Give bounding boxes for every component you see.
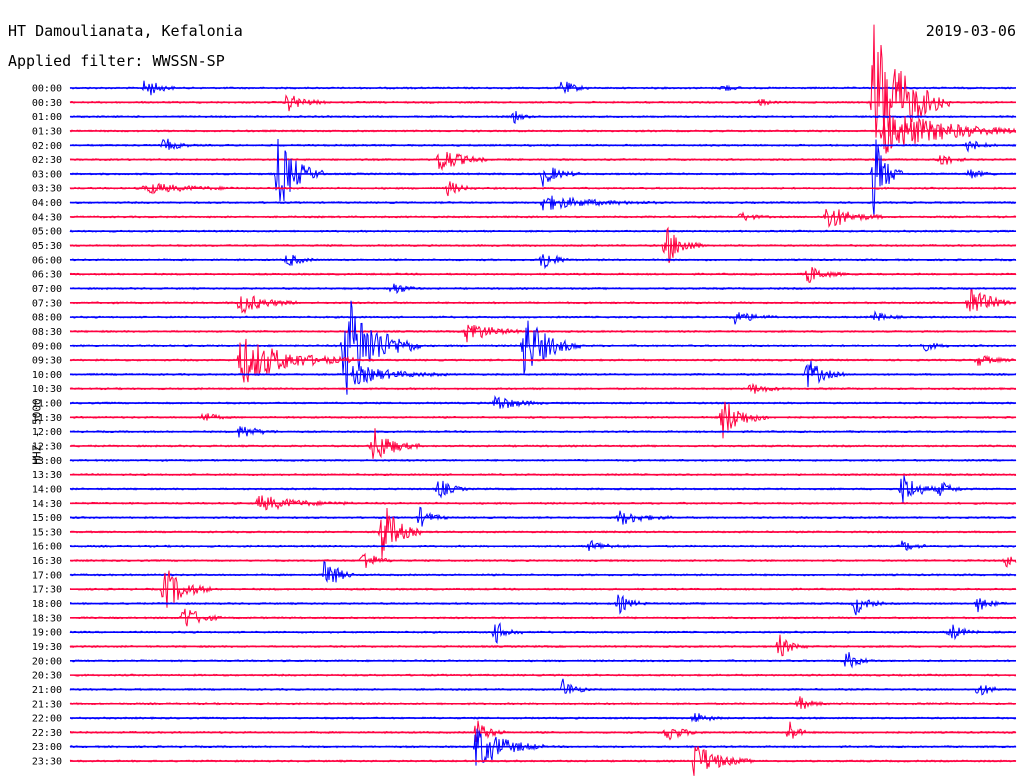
seismic-trace [69, 560, 1017, 583]
trace-time-label: 12:00 [32, 427, 62, 438]
trace-time-label: 19:00 [32, 628, 62, 639]
trace-time-label: 00:00 [32, 84, 62, 95]
seismic-trace [69, 310, 1017, 325]
trace-time-label: 08:30 [32, 327, 62, 338]
trace-time-label: 14:30 [32, 499, 62, 510]
trace-time-label: 22:30 [32, 728, 62, 739]
seismic-trace [69, 720, 1017, 742]
trace-time-label: 20:30 [32, 671, 62, 682]
trace-time-label: 06:30 [32, 270, 62, 281]
trace-time-label: 04:00 [32, 198, 62, 209]
seismic-trace [69, 324, 1016, 343]
trace-time-label: 03:00 [32, 169, 62, 180]
seismic-trace [69, 652, 1017, 669]
trace-time-label: 08:00 [32, 313, 62, 324]
trace-time-label: 06:00 [32, 255, 62, 266]
trace-time-label: 13:00 [32, 456, 62, 467]
trace-time-label: 17:00 [32, 570, 62, 581]
trace-time-label: 21:00 [32, 685, 62, 696]
trace-time-label: 02:00 [32, 141, 62, 152]
trace-time-label: 22:00 [32, 714, 62, 725]
trace-time-label: 15:30 [32, 527, 62, 538]
seismic-trace [69, 114, 1017, 154]
trace-time-label: 14:00 [32, 484, 62, 495]
trace-time-label: 09:30 [32, 356, 62, 367]
trace-time-label: 03:30 [32, 184, 62, 195]
filter-label: Applied filter: WWSSN-SP [8, 52, 225, 70]
trace-time-label: 07:30 [32, 298, 62, 309]
trace-time-label: 18:00 [32, 599, 62, 610]
trace-time-label: 23:00 [32, 742, 62, 753]
trace-time-label: 11:00 [32, 399, 62, 410]
trace-time-label: 19:30 [32, 642, 62, 653]
seismic-trace [69, 151, 1017, 172]
seismic-trace [69, 138, 1017, 217]
trace-time-label: 11:30 [32, 413, 62, 424]
trace-time-label: 21:30 [32, 699, 62, 710]
trace-time-label: 13:30 [32, 470, 62, 481]
trace-time-label: 00:30 [32, 98, 62, 109]
trace-time-label: 10:30 [32, 384, 62, 395]
seismic-trace [69, 289, 1017, 315]
trace-time-label: 16:30 [32, 556, 62, 567]
seismic-trace [69, 507, 1017, 558]
trace-time-label: 09:00 [32, 341, 62, 352]
trace-time-label: 15:00 [32, 513, 62, 524]
trace-time-label: 17:30 [32, 585, 62, 596]
seismic-trace [69, 254, 1017, 270]
trace-time-label: 07:00 [32, 284, 62, 295]
seismic-trace [69, 622, 1017, 644]
station-title: HT Damoulianata, Kefalonia [8, 22, 243, 40]
seismic-trace [69, 634, 1017, 657]
seismic-trace [69, 300, 1017, 395]
trace-time-label: 18:30 [32, 613, 62, 624]
trace-time-label: 04:30 [32, 212, 62, 223]
trace-time-label: 20:00 [32, 656, 62, 667]
trace-time-label: 01:00 [32, 112, 62, 123]
seismic-trace [69, 594, 1017, 616]
trace-time-label: 05:00 [32, 227, 62, 238]
seismic-trace [69, 696, 1017, 709]
trace-time-label: 02:30 [32, 155, 62, 166]
trace-time-label: 12:30 [32, 442, 62, 453]
seismic-trace [69, 678, 1017, 696]
trace-time-label: 10:00 [32, 370, 62, 381]
trace-time-label: 05:30 [32, 241, 62, 252]
date-label: 2019-03-06 [925, 22, 1016, 40]
trace-time-label: 01:30 [32, 126, 62, 137]
trace-time-label: 23:30 [32, 757, 62, 768]
trace-time-label: 16:00 [32, 542, 62, 553]
